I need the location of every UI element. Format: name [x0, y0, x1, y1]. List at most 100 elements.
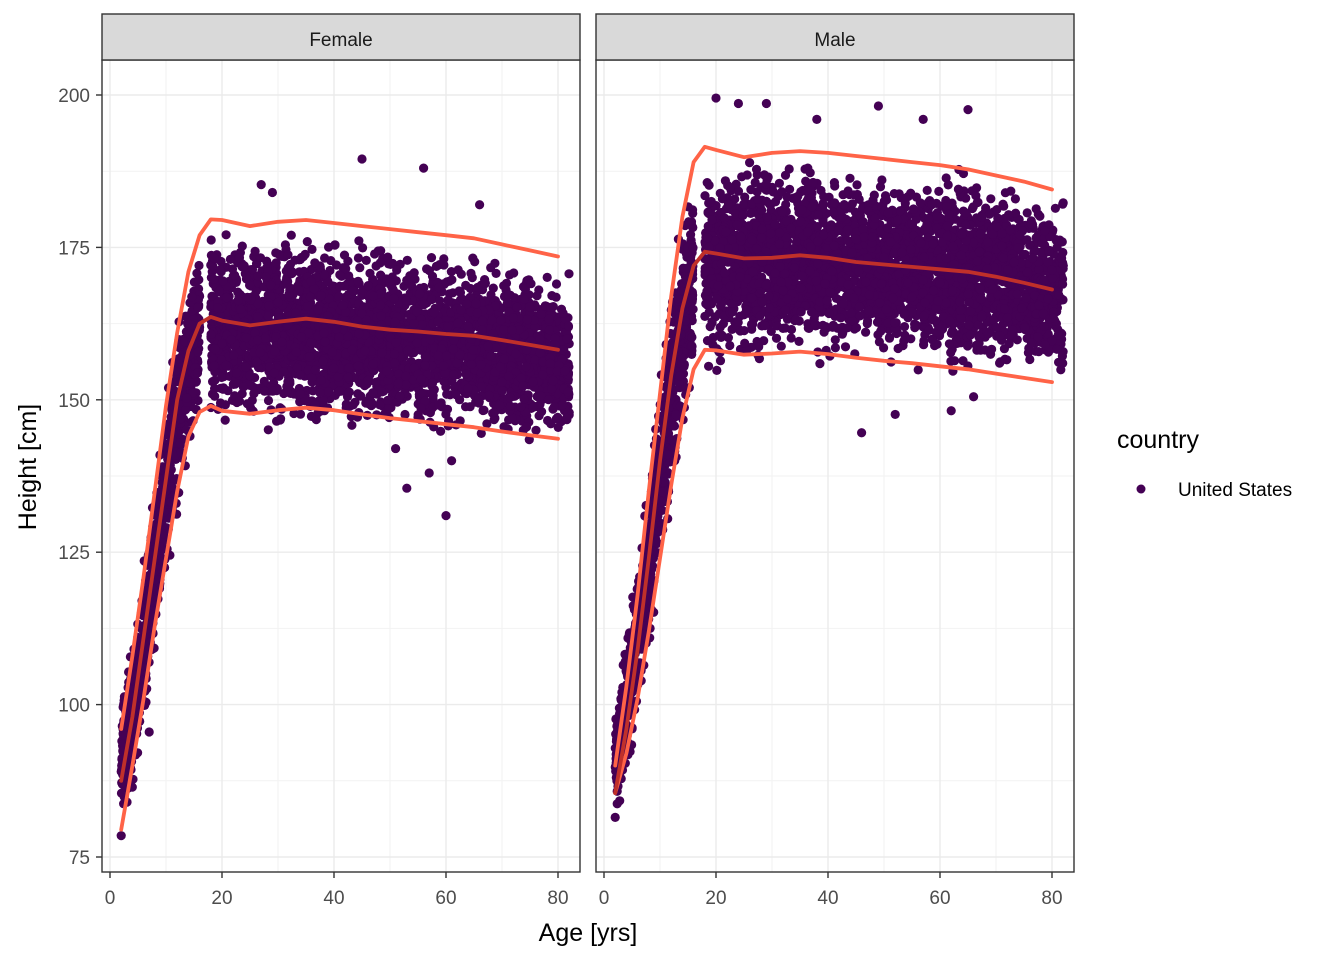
data-point [376, 311, 386, 321]
data-point [319, 328, 329, 338]
data-point [401, 371, 411, 381]
data-point [862, 319, 872, 329]
data-point [192, 368, 203, 378]
data-point [409, 319, 419, 329]
data-point [209, 253, 219, 263]
data-point [563, 321, 574, 331]
data-point [255, 347, 265, 357]
data-point [329, 363, 339, 373]
data-point [209, 274, 219, 284]
data-point [348, 400, 358, 410]
data-point [232, 368, 242, 378]
data-point [400, 409, 410, 420]
data-point [471, 298, 481, 309]
data-point [218, 276, 228, 286]
data-point [238, 382, 248, 392]
data-point [516, 373, 526, 383]
data-point [511, 349, 521, 359]
data-point-outlier [144, 727, 154, 737]
data-point [167, 482, 177, 492]
data-point [465, 402, 475, 412]
data-point [266, 280, 276, 290]
data-point [509, 268, 519, 278]
data-point [528, 402, 538, 412]
data-point [548, 375, 558, 386]
data-point [277, 337, 287, 347]
data-point [210, 344, 220, 354]
data-point-outlier [447, 456, 457, 466]
data-point [389, 293, 399, 303]
data-point [420, 360, 430, 370]
data-point [428, 378, 438, 388]
data-point [375, 400, 385, 410]
data-point [439, 361, 449, 371]
data-point [263, 395, 274, 406]
data-point [225, 254, 235, 264]
data-point [308, 386, 318, 396]
data-point [558, 345, 568, 355]
data-point [528, 377, 538, 387]
data-point [221, 292, 232, 303]
data-point-outlier [357, 154, 367, 164]
data-point [296, 332, 307, 342]
data-point [250, 246, 260, 256]
data-point [508, 313, 519, 323]
data-point [476, 428, 486, 438]
data-point [253, 271, 263, 281]
data-point [315, 388, 325, 398]
data-point [215, 265, 225, 275]
data-point [269, 368, 279, 378]
data-point [237, 241, 247, 251]
data-point [549, 402, 559, 412]
data-point [505, 401, 516, 411]
data-point [245, 280, 255, 290]
scatter-points-female [116, 154, 574, 841]
data-point [409, 268, 419, 278]
data-point [208, 260, 218, 271]
data-point [544, 314, 554, 324]
data-point [534, 411, 544, 421]
data-point [556, 304, 567, 314]
data-point [234, 253, 245, 263]
data-point [187, 292, 197, 302]
data-point [270, 346, 280, 356]
data-point [206, 329, 216, 339]
data-point [561, 413, 572, 423]
data-point [383, 252, 393, 262]
data-point [504, 371, 514, 381]
y-tick-label: 75 [69, 848, 90, 869]
data-point [116, 788, 127, 798]
data-point [519, 294, 529, 304]
data-point [416, 374, 426, 384]
data-point [323, 276, 333, 287]
data-point [452, 358, 462, 368]
data-point [453, 265, 463, 275]
data-point [477, 382, 487, 392]
data-point [704, 361, 714, 371]
data-point [303, 301, 313, 311]
data-point [725, 340, 735, 351]
data-point [285, 283, 295, 293]
data-point [353, 389, 363, 399]
data-point [310, 365, 320, 375]
data-point [281, 276, 291, 286]
data-point [563, 387, 573, 397]
data-point-outlier [116, 831, 126, 841]
data-point [448, 344, 458, 354]
data-point [327, 347, 337, 357]
data-point-outlier [256, 180, 266, 190]
data-point [371, 261, 381, 271]
data-point [234, 396, 245, 406]
data-point [307, 244, 317, 254]
data-point [461, 369, 471, 379]
data-point [480, 279, 490, 289]
data-point [252, 335, 263, 345]
data-point [214, 286, 224, 296]
data-point [338, 300, 348, 310]
data-point [313, 305, 323, 315]
data-point [311, 415, 321, 425]
x-tick-label: 60 [435, 888, 456, 909]
data-point [1010, 194, 1021, 204]
data-point [501, 278, 512, 288]
